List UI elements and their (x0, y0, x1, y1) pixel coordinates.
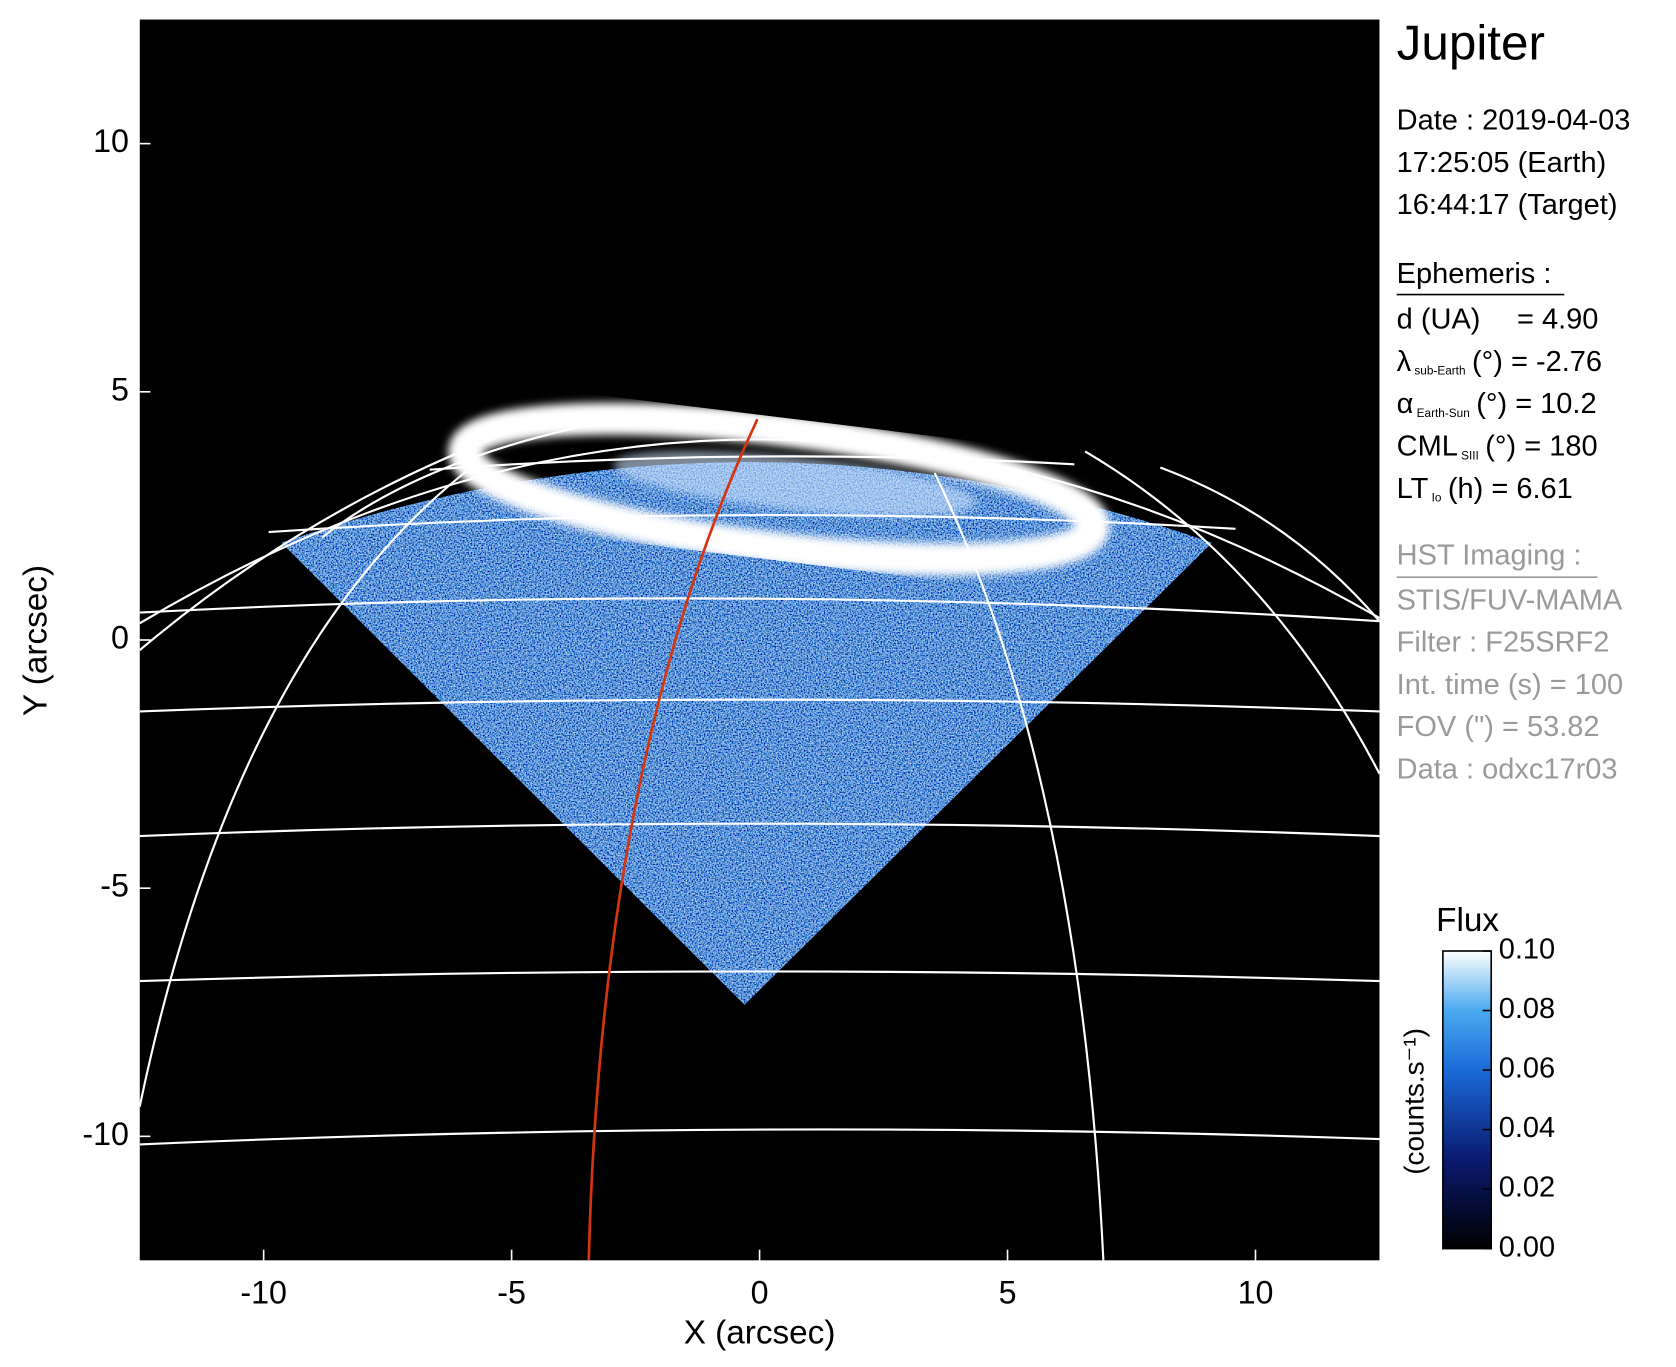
date: Date : 2019-04-03 (1397, 104, 1631, 136)
ephemeris-sub: Earth-Sun (1417, 406, 1470, 420)
hst-line: Data : odxc17r03 (1397, 753, 1618, 785)
grid-line (429, 455, 1075, 471)
hst-title: HST Imaging : (1397, 539, 1582, 571)
colorbar-tick-label: 0.08 (1499, 993, 1555, 1025)
x-tick-label: -5 (497, 1274, 526, 1310)
ephemeris-line: α Earth-Sun (°) = 10.2 (1397, 388, 1597, 420)
grid-line (139, 698, 1380, 713)
grid-line (139, 461, 479, 1108)
earth-time: 17:25:05 (Earth) (1397, 147, 1607, 179)
colorbar-label: (counts.s⁻¹) (1398, 1028, 1429, 1175)
ephemeris-name: α (1397, 388, 1414, 420)
ephemeris-value: = 4.90 (1517, 303, 1598, 335)
y-tick-label: -10 (82, 1116, 129, 1152)
emission-noise (281, 462, 1212, 1005)
grid-line (139, 822, 1380, 838)
image-panel (139, 19, 1380, 1261)
colorbar-tick-label: 0.00 (1499, 1231, 1555, 1263)
ephemeris-line: d (UA) = 4.90 (1397, 303, 1599, 335)
grid-line (1159, 466, 1380, 622)
ephemeris-line: LT Io (h) = 6.61 (1397, 473, 1573, 505)
colorbar-tick-label: 0.02 (1499, 1172, 1555, 1204)
y-tick-label: 10 (93, 123, 129, 159)
ephemeris-name: LT (1397, 473, 1429, 505)
ephemeris-value: (°) = 180 (1485, 430, 1597, 462)
ephemeris-line: λ sub-Earth (°) = -2.76 (1397, 345, 1602, 377)
ephemeris-name: d (UA) (1397, 303, 1481, 335)
y-tick-label: -5 (100, 868, 129, 904)
grid-line (139, 1128, 1380, 1146)
grid-line (933, 472, 1105, 1261)
ephemeris-sub: Io (1432, 491, 1442, 505)
x-tick-label: 10 (1238, 1274, 1274, 1310)
x-tick-label: -10 (240, 1274, 287, 1310)
hst-line: STIS/FUV-MAMA (1397, 585, 1623, 617)
x-tick-label: 0 (751, 1274, 769, 1310)
hst-line: Filter : F25SRF2 (1397, 627, 1610, 659)
colorbar-tick-label: 0.10 (1499, 934, 1555, 966)
grid-line (139, 970, 1380, 983)
y-tick-label: 0 (111, 620, 129, 656)
ephemeris-value: (h) = 6.61 (1448, 473, 1573, 505)
ephemeris-name: CML (1397, 430, 1458, 462)
x-axis-label: X (arcsec) (684, 1314, 836, 1351)
hst-line: Int. time (s) = 100 (1397, 669, 1623, 701)
hst-line: FOV (") = 53.82 (1397, 711, 1600, 743)
ephemeris-value: (°) = 10.2 (1476, 388, 1596, 420)
ephemeris-sub: sub-Earth (1414, 364, 1465, 378)
y-axis-label: Y (arcsec) (17, 565, 54, 716)
grid-line (139, 428, 517, 652)
grid-line (1084, 450, 1380, 775)
target-time: 16:44:17 (Target) (1397, 189, 1618, 221)
y-tick-label: 5 (111, 371, 129, 407)
colorbar-tick-label: 0.04 (1499, 1112, 1555, 1144)
x-tick-label: 5 (999, 1274, 1017, 1310)
colorbar (1442, 950, 1493, 1250)
colorbar-title: Flux (1436, 902, 1499, 939)
central-meridian (587, 418, 759, 1261)
auroral-inner (613, 450, 977, 517)
colorbar-tick-label: 0.06 (1499, 1053, 1555, 1085)
ephemeris-line: CML SIII (°) = 180 (1397, 430, 1598, 462)
ephemeris-name: λ (1397, 345, 1412, 377)
ephemeris-value: (°) = -2.76 (1472, 345, 1602, 377)
ephemeris-title: Ephemeris : (1397, 258, 1552, 290)
ephemeris-sub: SIII (1461, 448, 1479, 462)
grid-line (321, 412, 645, 539)
chart-title: Jupiter (1397, 15, 1545, 70)
grid-line (139, 597, 1380, 623)
